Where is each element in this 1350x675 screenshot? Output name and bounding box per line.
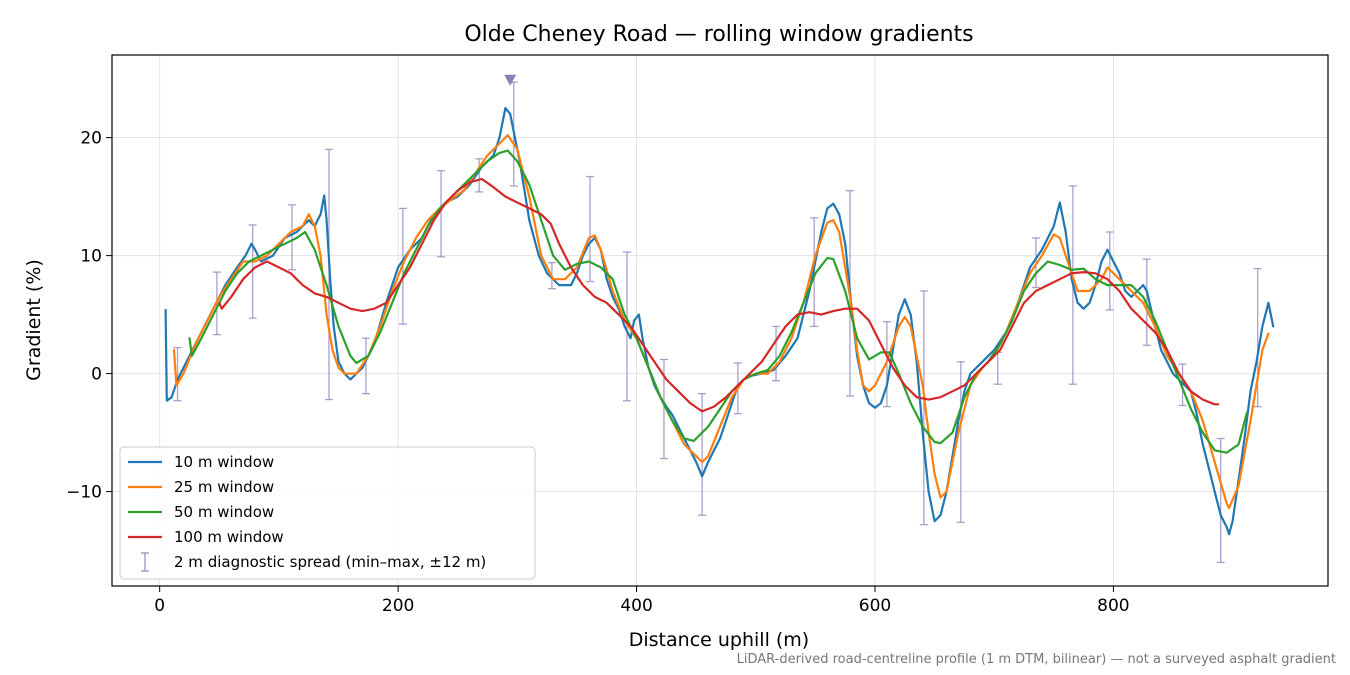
x-tick-label: 200 — [382, 596, 414, 616]
legend-label: 50 m window — [174, 503, 274, 521]
diagnostic-error-bar — [698, 393, 707, 516]
diagnostic-error-bar — [586, 175, 595, 283]
series-line-2 — [172, 134, 1270, 510]
diagnostic-error-bar — [623, 251, 632, 402]
legend: 10 m window 25 m window 50 m window 100 m w… — [119, 446, 536, 580]
y-tick-label: −10 — [66, 483, 102, 503]
diagnostic-error-bar — [361, 337, 370, 395]
y-tick-label: 10 — [80, 247, 102, 267]
series-line-3 — [188, 149, 1248, 454]
diagnostic-error-bar — [475, 158, 484, 193]
x-tick-label: 600 — [859, 596, 891, 616]
diagnostic-error-bar — [956, 361, 965, 523]
legend-item: 50 m window — [128, 503, 274, 521]
legend-box — [119, 446, 536, 580]
y-tick-label: 20 — [80, 129, 102, 149]
diagnostic-error-bar — [248, 224, 257, 319]
peak-marker — [504, 74, 517, 86]
legend-label: 25 m window — [174, 478, 274, 496]
series-lines — [164, 107, 1275, 536]
diagnostic-error-bar — [919, 290, 928, 526]
axis-ticks: 0 200 400 600 800 −10 0 10 20 — [66, 129, 1130, 616]
x-tick-label: 800 — [1097, 596, 1129, 616]
legend-item: 2 m diagnostic spread (min–max, ±12 m) — [141, 552, 486, 572]
diagnostic-error-bar — [1216, 437, 1225, 564]
y-axis-label: Gradient (%) — [23, 259, 45, 381]
legend-label: 100 m window — [174, 528, 284, 546]
legend-item: 10 m window — [128, 453, 274, 471]
series-line-4 — [218, 177, 1220, 413]
peak-marker-group — [504, 74, 517, 86]
diagnostic-error-bar — [1178, 363, 1187, 407]
diagnostic-error-bar — [993, 351, 1002, 385]
x-axis-label: Distance uphill (m) — [629, 629, 809, 651]
chart-title: Olde Cheney Road — rolling window gradie… — [464, 22, 973, 47]
y-tick-label: 0 — [91, 365, 102, 385]
plot-frame — [111, 54, 1329, 587]
x-tick-label: 400 — [620, 596, 652, 616]
legend-item: 100 m window — [128, 528, 284, 546]
legend-label: 10 m window — [174, 453, 274, 471]
data-source-note: LiDAR-derived road-centreline profile (1… — [736, 652, 1336, 667]
diagnostic-error-bar — [772, 325, 781, 382]
legend-item: 25 m window — [128, 478, 274, 496]
x-tick-label: 0 — [154, 596, 165, 616]
legend-swatch — [141, 552, 149, 572]
diagnostic-error-bar — [437, 169, 446, 258]
diagnostic-error-bar — [173, 346, 182, 402]
legend-label: 2 m diagnostic spread (min–max, ±12 m) — [174, 553, 486, 571]
diagnostic-error-bar — [288, 204, 297, 271]
